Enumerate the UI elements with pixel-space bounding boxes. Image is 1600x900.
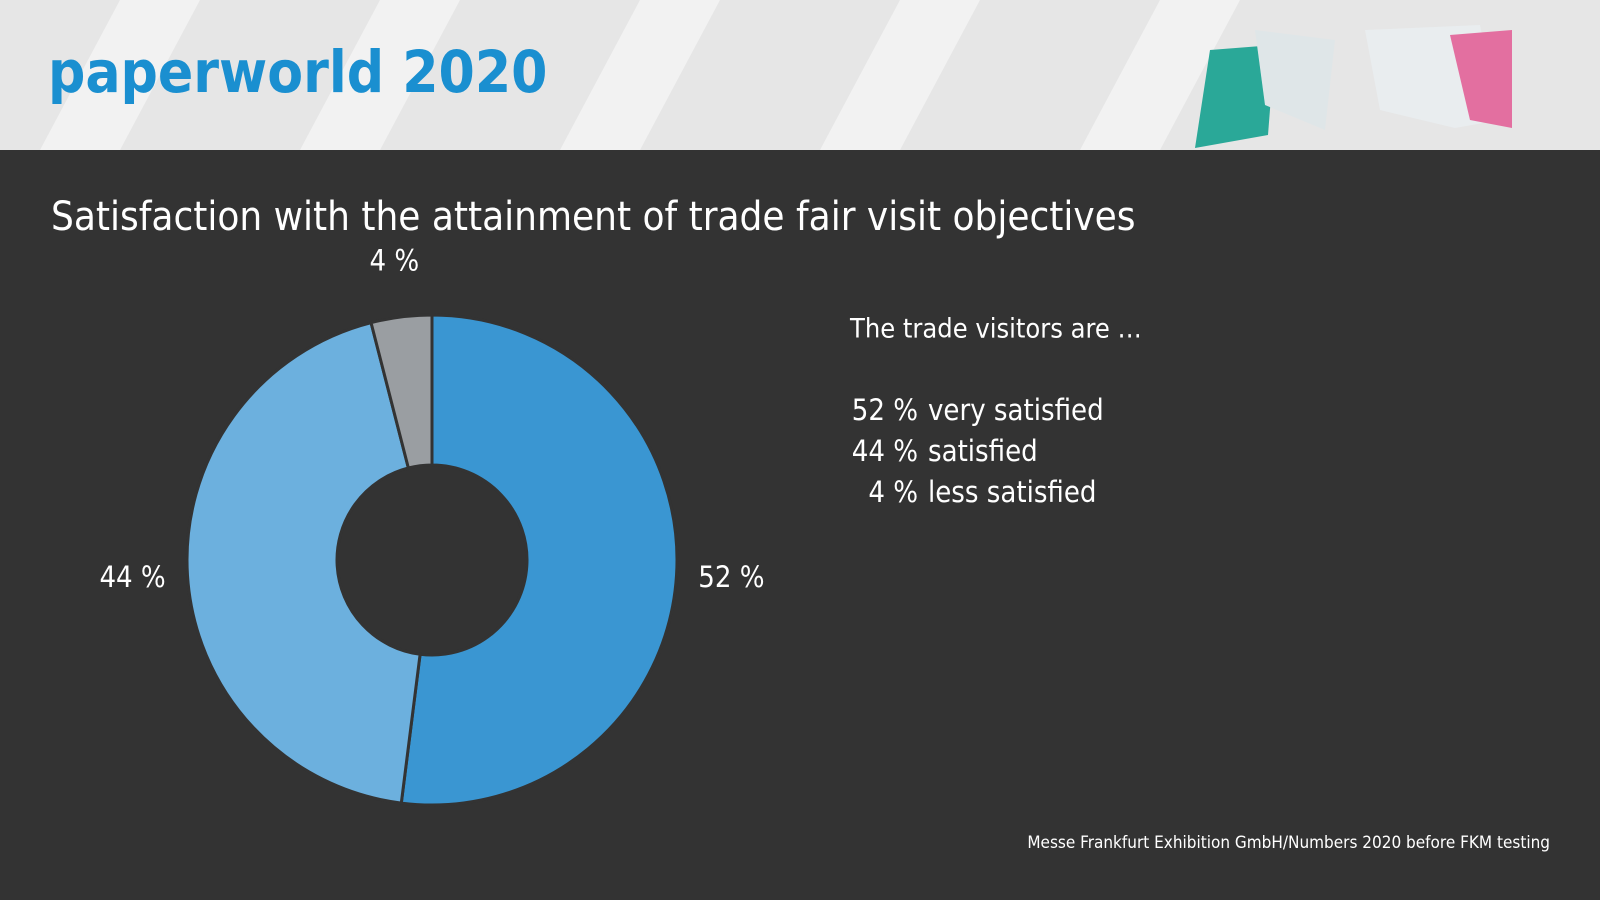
header-band	[0, 0, 1600, 150]
legend-label: satisfied	[928, 434, 1038, 468]
donut-segment	[369, 313, 434, 470]
legend-value: 44 %	[852, 434, 918, 468]
source-note: Messe Frankfurt Exhibition GmbH/Numbers …	[1027, 833, 1550, 853]
legend-title: The trade visitors are …	[849, 314, 1142, 345]
legend-label: very satisfied	[928, 393, 1104, 427]
header-title: paperworld 2020	[48, 38, 547, 106]
chart-title: Satisfaction with the attainment of trad…	[51, 194, 1136, 240]
donut-segment	[185, 320, 422, 805]
legend-value: 52 %	[852, 393, 918, 427]
data-label: 52 %	[698, 560, 764, 594]
data-label: 4 %	[370, 243, 420, 277]
data-label: 44 %	[99, 560, 165, 594]
legend-value: 4 %	[868, 475, 918, 509]
legend-label: less satisfied	[928, 475, 1097, 509]
header-pattern	[40, 0, 1240, 150]
donut-segment	[399, 313, 679, 807]
header-decor	[1195, 25, 1512, 148]
